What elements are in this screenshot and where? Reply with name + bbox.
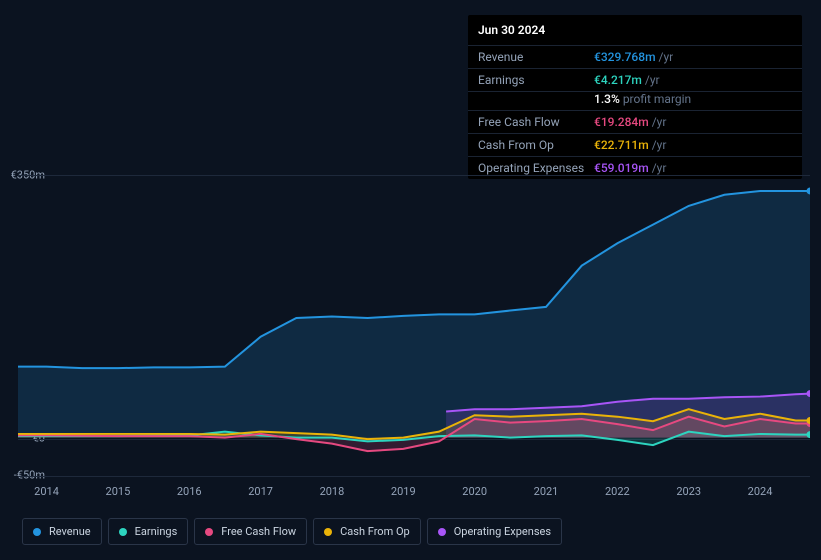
legend-label: Operating Expenses bbox=[454, 525, 551, 538]
chart-legend: Revenue Earnings Free Cash Flow Cash From O… bbox=[22, 518, 562, 545]
chart-plot-area[interactable] bbox=[18, 175, 810, 475]
chart-tooltip: Jun 30 2024 Revenue€329.768m/yrEarnings€… bbox=[468, 15, 802, 179]
legend-label: Revenue bbox=[49, 525, 91, 538]
tooltip-row: Cash From Op€22.711m/yr bbox=[468, 134, 802, 157]
tooltip-row: Revenue€329.768m/yr bbox=[468, 46, 802, 69]
legend-label: Cash From Op bbox=[340, 525, 410, 538]
x-axis-label: 2024 bbox=[748, 485, 773, 498]
tooltip-metric-label: Revenue bbox=[478, 50, 594, 64]
legend-item-cfo[interactable]: Cash From Op bbox=[313, 518, 421, 545]
legend-dot-icon bbox=[205, 528, 213, 536]
tooltip-extra-text: profit margin bbox=[623, 92, 691, 106]
tooltip-metric-suffix: /yr bbox=[652, 161, 667, 175]
tooltip-metric-label: Operating Expenses bbox=[478, 161, 594, 175]
tooltip-metric-value: €4.217m bbox=[594, 73, 642, 87]
x-axis-label: 2015 bbox=[106, 485, 131, 498]
x-axis-label: 2014 bbox=[34, 485, 59, 498]
legend-item-fcf[interactable]: Free Cash Flow bbox=[194, 518, 307, 545]
x-axis-label: 2020 bbox=[462, 485, 487, 498]
x-axis-label: 2017 bbox=[248, 485, 273, 498]
legend-dot-icon bbox=[33, 528, 41, 536]
x-axis-label: 2022 bbox=[605, 485, 630, 498]
tooltip-metric-value: €329.768m bbox=[594, 50, 656, 64]
legend-item-opex[interactable]: Operating Expenses bbox=[427, 518, 562, 545]
tooltip-date: Jun 30 2024 bbox=[468, 15, 802, 46]
legend-dot-icon bbox=[438, 528, 446, 536]
tooltip-extra-row: 1.3% profit margin bbox=[468, 92, 802, 111]
legend-item-revenue[interactable]: Revenue bbox=[22, 518, 102, 545]
tooltip-row: Free Cash Flow€19.284m/yr bbox=[468, 111, 802, 134]
legend-dot-icon bbox=[119, 528, 127, 536]
tooltip-metric-suffix: /yr bbox=[659, 50, 674, 64]
gridline bbox=[18, 476, 810, 477]
tooltip-metric-suffix: /yr bbox=[652, 138, 667, 152]
legend-label: Earnings bbox=[135, 525, 178, 538]
tooltip-metric-label: Earnings bbox=[478, 73, 594, 87]
tooltip-metric-value: €22.711m bbox=[594, 138, 649, 152]
x-axis-label: 2018 bbox=[320, 485, 345, 498]
chart-svg bbox=[18, 176, 810, 475]
tooltip-metric-suffix: /yr bbox=[652, 115, 667, 129]
x-axis-label: 2023 bbox=[676, 485, 701, 498]
tooltip-extra-value: 1.3% bbox=[594, 92, 620, 106]
tooltip-metric-value: €19.284m bbox=[594, 115, 649, 129]
tooltip-metric-suffix: /yr bbox=[645, 73, 660, 87]
tooltip-metric-label: Cash From Op bbox=[478, 138, 594, 152]
legend-label: Free Cash Flow bbox=[221, 525, 296, 538]
x-axis-label: 2019 bbox=[391, 485, 416, 498]
legend-dot-icon bbox=[324, 528, 332, 536]
tooltip-row: Earnings€4.217m/yr bbox=[468, 69, 802, 92]
tooltip-metric-value: €59.019m bbox=[594, 161, 649, 175]
tooltip-metric-label: Free Cash Flow bbox=[478, 115, 594, 129]
x-axis-label: 2021 bbox=[534, 485, 559, 498]
legend-item-earnings[interactable]: Earnings bbox=[108, 518, 189, 545]
x-axis-label: 2016 bbox=[177, 485, 202, 498]
